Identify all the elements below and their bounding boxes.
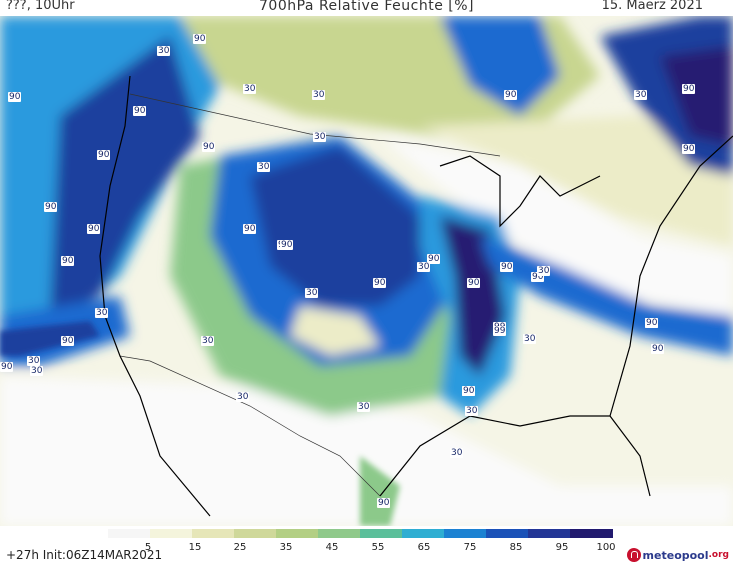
brand-tld: .org — [708, 550, 729, 560]
legend-tick: 100 — [596, 542, 616, 553]
contour-label: 90 — [682, 144, 696, 154]
contour-label: 30 — [357, 402, 371, 412]
chart-title: 700hPa Relative Feuchte [%] — [259, 0, 474, 14]
cyclone-dry-slot — [290, 306, 380, 356]
contour-label: 90 — [8, 92, 22, 102]
contour-label: 90 — [500, 262, 514, 272]
contour-label: 30 — [30, 366, 44, 376]
legend-tick: 5 — [144, 542, 152, 553]
contour-label: 90 — [467, 278, 481, 288]
contour-label: 30 — [450, 448, 464, 458]
color-legend — [108, 529, 613, 539]
contour-label: 99 — [493, 326, 507, 336]
legend-swatch — [444, 529, 487, 538]
contour-label: 90 — [193, 34, 207, 44]
init-time-label: +27h Init:06Z14MAR2021 — [6, 548, 163, 562]
legend-swatch — [402, 529, 445, 538]
legend-tick: 25 — [233, 542, 247, 553]
contour-label: 90 — [651, 344, 665, 354]
contour-label: 90 — [44, 202, 58, 212]
contour-label: 90 — [504, 90, 518, 100]
contour-label: 30 — [95, 308, 109, 318]
contour-label: 30 — [312, 90, 326, 100]
contour-label: 90 — [243, 224, 257, 234]
contour-label: 30 — [236, 392, 250, 402]
legend-swatch — [108, 529, 151, 538]
legend-swatch — [234, 529, 277, 538]
contour-label: 90 — [645, 318, 659, 328]
cyclone-core — [250, 146, 420, 306]
legend-tick: 45 — [325, 542, 339, 553]
contour-label: 90 — [202, 142, 216, 152]
meteopool-logo-icon — [626, 548, 641, 562]
valid-time-label: ???, 10Uhr — [6, 0, 75, 13]
contour-label: 30 — [243, 84, 257, 94]
legend-swatch — [276, 529, 319, 538]
legend-tick: 15 — [188, 542, 202, 553]
moist-northwest-core — [50, 36, 200, 316]
legend-swatch — [150, 529, 193, 538]
legend-tick: 75 — [463, 542, 477, 553]
humidity-map — [0, 16, 733, 526]
contour-label: 30 — [257, 162, 271, 172]
legend-swatch — [528, 529, 571, 538]
legend-tick: 85 — [509, 542, 523, 553]
contour-label: 90 — [462, 386, 476, 396]
contour-label: 90 — [427, 254, 441, 264]
humidity-field — [0, 16, 733, 526]
legend-tick: 55 — [371, 542, 385, 553]
legend-tick: 95 — [555, 542, 569, 553]
contour-label: 90 — [682, 84, 696, 94]
contour-label: 90 — [373, 278, 387, 288]
contour-label: 90 — [280, 240, 294, 250]
humidity-detail — [0, 321, 400, 526]
us-mexico-border — [119, 355, 381, 497]
northeast-navy — [660, 46, 733, 146]
gulf-moist — [360, 456, 400, 526]
legend-swatch — [486, 529, 529, 538]
contour-label: 90 — [133, 106, 147, 116]
legend-swatch — [570, 529, 613, 538]
legend-swatch — [360, 529, 403, 538]
dry-area-east — [380, 136, 733, 316]
contour-label: 30 — [537, 266, 551, 276]
great-lakes — [439, 155, 601, 228]
contour-label: 30 — [523, 334, 537, 344]
contour-label: 30 — [27, 356, 41, 366]
legend-tick: 35 — [279, 542, 293, 553]
contour-label: 90 — [377, 498, 391, 508]
legend-swatch — [192, 529, 235, 538]
contour-label: 30 — [305, 288, 319, 298]
contour-label: 90 — [61, 256, 75, 266]
light-yellow-east — [420, 116, 733, 246]
legend-tick: 65 — [417, 542, 431, 553]
contour-label: 90 — [61, 336, 75, 346]
gulf-coast — [379, 415, 651, 497]
northeast-moist — [440, 16, 560, 116]
atlantic-coast — [609, 135, 733, 417]
brand-logo: meteopool .org — [626, 547, 729, 563]
contour-label: 30 — [313, 132, 327, 142]
contour-label: 30 — [634, 90, 648, 100]
brand-name: meteopool — [642, 548, 709, 562]
legend-swatch — [318, 529, 361, 538]
contour-label: 90 — [0, 362, 14, 372]
contour-label: 30 — [417, 262, 431, 272]
valid-date-label: 15. Maerz 2021 — [601, 0, 703, 13]
us-canada-border — [129, 93, 501, 157]
dry-area-south — [0, 376, 733, 526]
contour-label: 30 — [201, 336, 215, 346]
pacific-band-core — [0, 321, 100, 356]
contour-label: 30 — [157, 46, 171, 56]
contour-label: 90 — [531, 272, 545, 282]
contour-label: 90 — [97, 150, 111, 160]
contour-label: 90 — [87, 224, 101, 234]
contour-label: 30 — [465, 406, 479, 416]
